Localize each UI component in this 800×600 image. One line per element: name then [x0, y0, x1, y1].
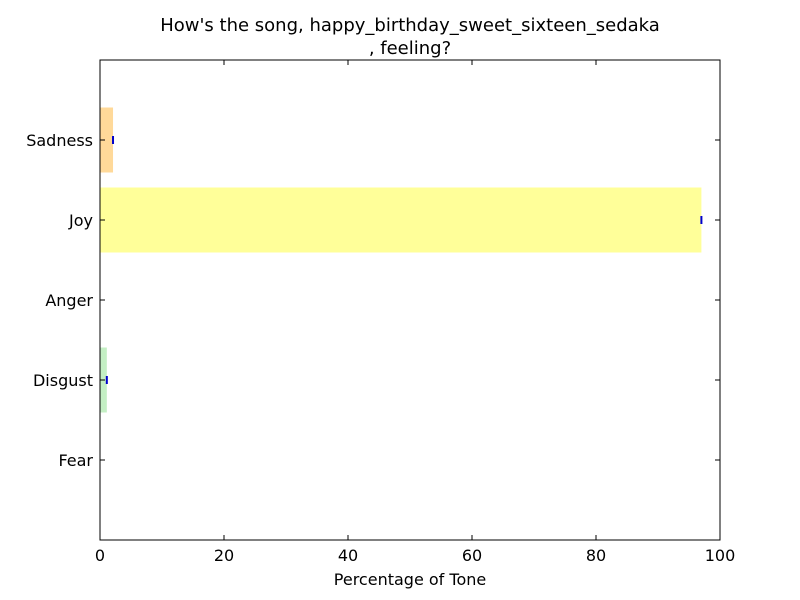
x-tick-label-40: 40: [338, 546, 358, 565]
plot-frame: [99, 59, 721, 541]
x-tick-label-0: 0: [95, 546, 105, 565]
x-tick-label-20: 20: [214, 546, 234, 565]
x-tick-label-80: 80: [586, 546, 606, 565]
chart-title-line-1: How's the song, happy_birthday_sweet_six…: [160, 15, 660, 36]
bar-joy: [100, 187, 702, 253]
bars-group: [100, 107, 703, 413]
chart-title-line-2: , feeling?: [369, 38, 451, 59]
x-axis: 0 20 40 60 80 100: [95, 60, 735, 565]
y-tick-label-disgust: Disgust: [33, 371, 93, 390]
y-axis: Sadness Joy Anger Disgust Fear: [26, 131, 720, 470]
y-tick-label-fear: Fear: [58, 451, 93, 470]
y-tick-label-sadness: Sadness: [26, 131, 93, 150]
bar-sadness: [100, 107, 114, 173]
x-tick-label-60: 60: [462, 546, 482, 565]
y-tick-label-anger: Anger: [45, 291, 93, 310]
x-tick-label-100: 100: [705, 546, 736, 565]
x-axis-label: Percentage of Tone: [334, 570, 486, 589]
y-tick-label-joy: Joy: [68, 211, 93, 230]
